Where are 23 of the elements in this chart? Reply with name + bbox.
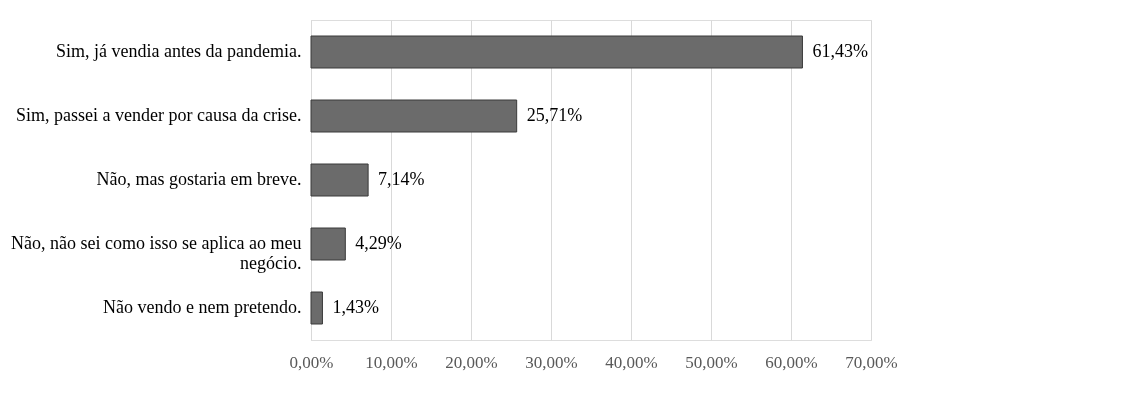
y-tick-label: Não, mas gostaria em breve. (96, 169, 302, 189)
data-label: 61,43% (812, 41, 868, 61)
x-tick-label: 50,00% (685, 352, 738, 372)
x-tick-label: 70,00% (845, 352, 898, 372)
data-label: 25,71% (526, 105, 583, 125)
x-tick-label: 60,00% (765, 352, 818, 372)
x-tick-label: 30,00% (525, 352, 578, 372)
x-tick-label: 10,00% (365, 352, 418, 372)
y-tick-label: Sim, já vendia antes da pandemia. (56, 41, 302, 61)
x-tick-label: 40,00% (605, 352, 658, 372)
data-label: 7,14% (378, 169, 425, 189)
data-label: 1,43% (332, 297, 379, 317)
y-tick-label: Não vendo e nem pretendo. (103, 297, 302, 317)
y-tick-label: Não, não sei como isso se aplica ao meu negócio. (11, 233, 302, 273)
bar (310, 99, 518, 133)
x-tick-label: 0,00% (289, 352, 334, 372)
bar (310, 291, 323, 325)
bar (310, 227, 346, 261)
data-label: 4,29% (355, 233, 402, 253)
bar (310, 35, 803, 69)
x-tick-label: 20,00% (445, 352, 498, 372)
y-tick-label: Sim, passei a vender por causa da crise. (16, 105, 302, 125)
bar (310, 163, 369, 197)
